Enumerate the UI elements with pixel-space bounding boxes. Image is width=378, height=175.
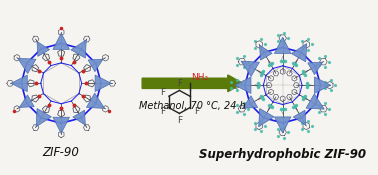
Polygon shape	[53, 117, 70, 134]
Polygon shape	[306, 94, 324, 109]
Polygon shape	[11, 75, 27, 92]
Polygon shape	[37, 41, 50, 56]
Polygon shape	[19, 95, 34, 107]
Text: F: F	[177, 116, 182, 125]
Text: Superhydrophobic ZIF-90: Superhydrophobic ZIF-90	[199, 148, 366, 162]
Polygon shape	[53, 33, 70, 49]
Text: F: F	[160, 88, 165, 97]
Polygon shape	[18, 58, 36, 74]
Text: NH₂: NH₂	[191, 73, 208, 82]
Polygon shape	[291, 44, 307, 62]
Text: F: F	[194, 107, 199, 116]
Text: Methanol, 70 °C, 24 h: Methanol, 70 °C, 24 h	[139, 101, 246, 111]
Polygon shape	[241, 61, 259, 76]
FancyArrow shape	[142, 75, 243, 92]
Polygon shape	[235, 77, 251, 93]
Polygon shape	[259, 108, 274, 127]
Text: F: F	[160, 107, 165, 116]
Polygon shape	[308, 62, 323, 75]
Polygon shape	[243, 96, 258, 108]
Polygon shape	[260, 45, 272, 60]
Polygon shape	[314, 77, 331, 93]
Polygon shape	[293, 110, 306, 125]
Polygon shape	[87, 93, 105, 108]
Polygon shape	[274, 117, 291, 133]
Polygon shape	[95, 75, 112, 92]
Polygon shape	[73, 110, 85, 125]
Text: ZIF-90: ZIF-90	[43, 146, 80, 159]
Text: F: F	[177, 79, 182, 88]
Polygon shape	[71, 40, 86, 58]
Polygon shape	[274, 37, 291, 53]
Polygon shape	[36, 108, 51, 127]
Polygon shape	[88, 59, 103, 72]
